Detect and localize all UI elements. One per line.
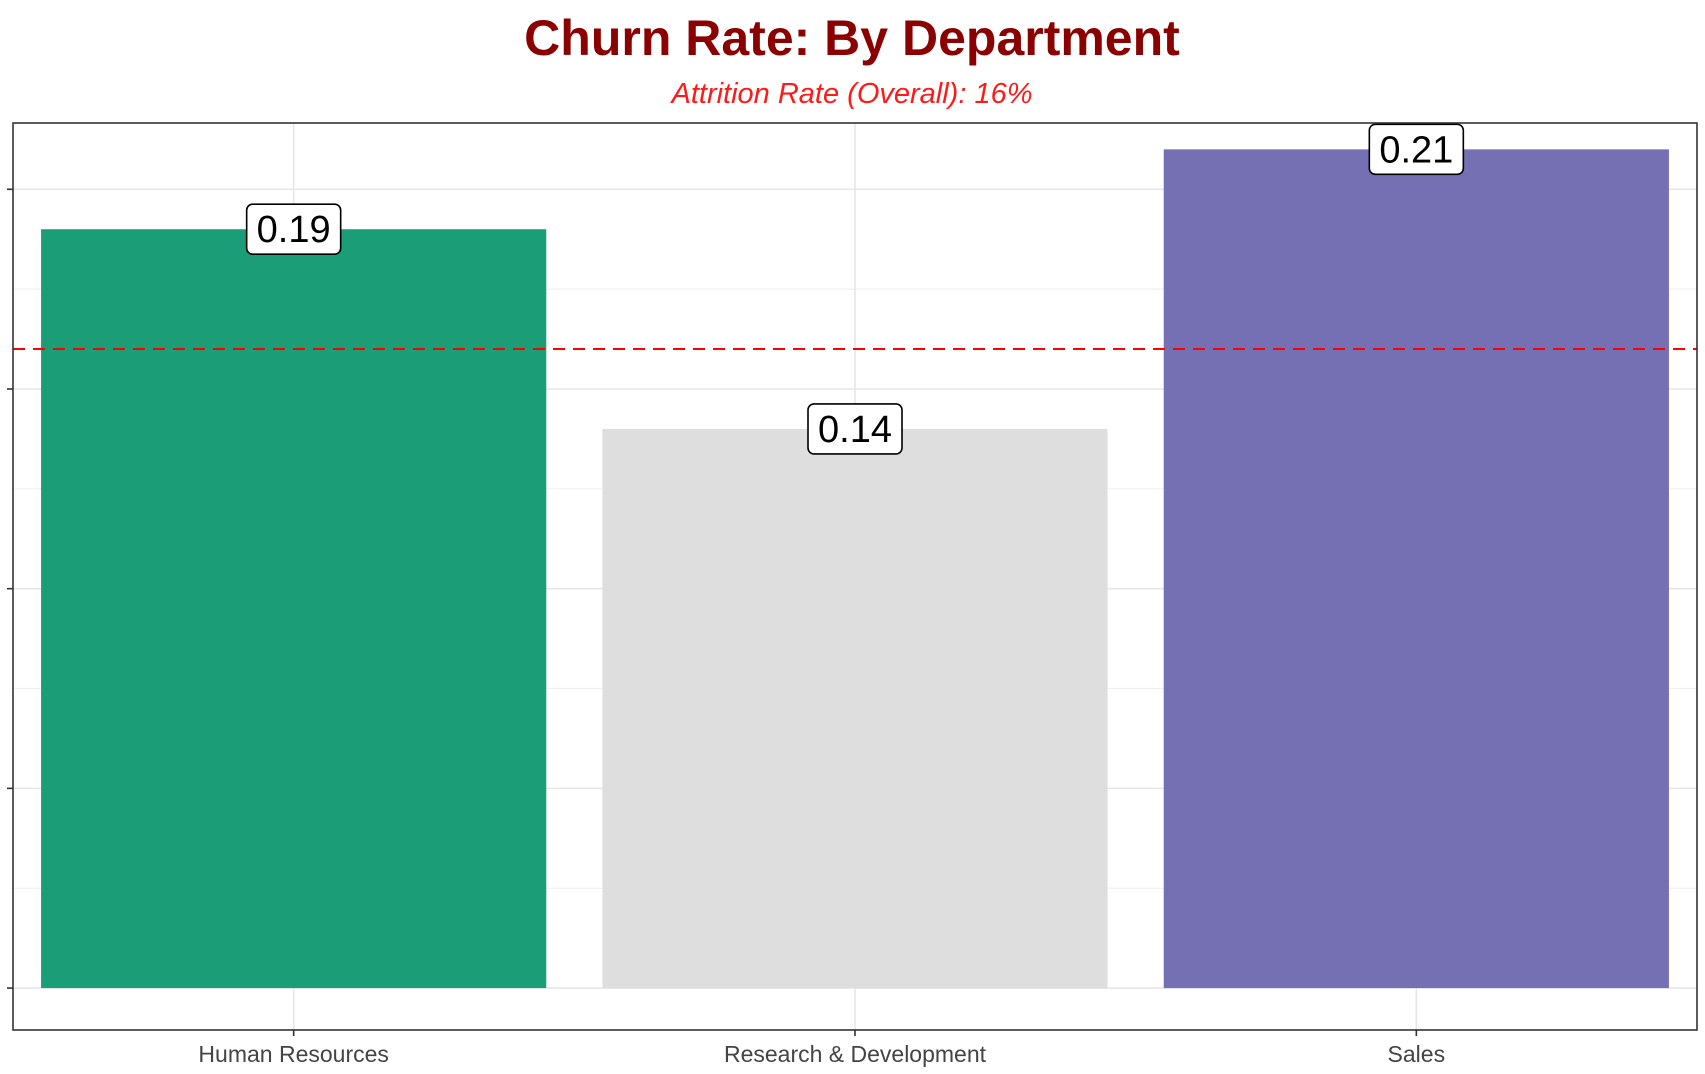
bar-sales <box>1163 149 1669 989</box>
data-label: 0.14 <box>818 409 892 451</box>
x-tick-label: Research & Development <box>724 1041 987 1067</box>
bar-human-resources <box>41 229 547 989</box>
data-labels: 0.19 0.14 0.21 <box>245 123 1465 455</box>
data-label: 0.21 <box>1379 129 1453 171</box>
bars <box>41 149 1669 989</box>
data-label-box <box>1368 123 1465 176</box>
chart-title: Churn Rate: By Department <box>524 10 1180 66</box>
x-tick-label: Human Resources <box>198 1041 388 1067</box>
axes: Human Resources Research & Development Sal… <box>7 188 1446 1067</box>
data-label-box <box>245 203 342 256</box>
data-label: 0.19 <box>257 209 331 251</box>
x-tick-label: Sales <box>1388 1041 1446 1067</box>
bar-research-development <box>602 428 1108 989</box>
data-label-box <box>807 403 903 455</box>
chart-subtitle: Attrition Rate (Overall): 16% <box>669 78 1032 110</box>
